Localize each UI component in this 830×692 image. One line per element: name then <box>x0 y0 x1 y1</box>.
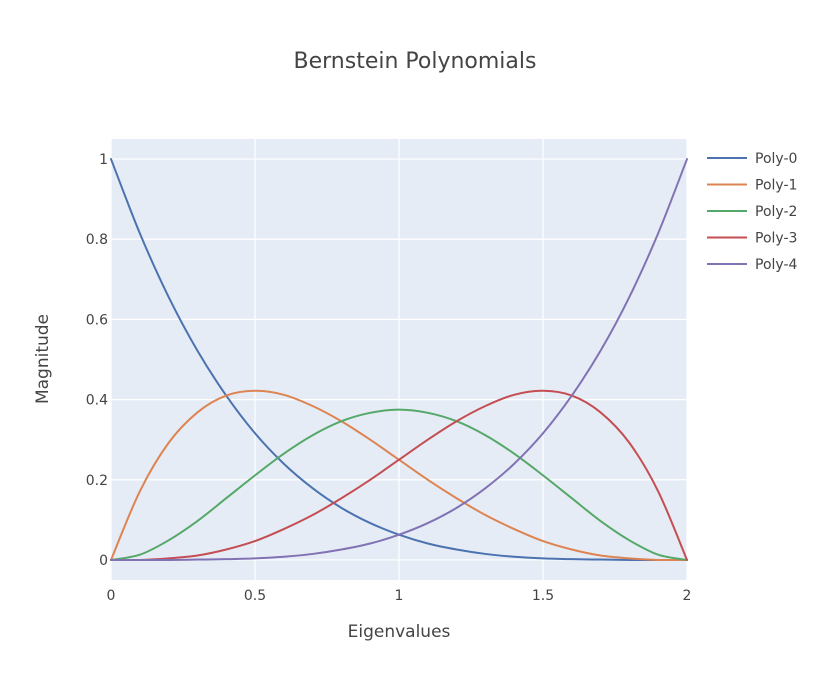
y-axis-title: Magnitude <box>33 314 53 404</box>
legend-label: Poly-2 <box>755 204 797 220</box>
legend-label: Poly-1 <box>755 178 797 194</box>
y-tick-label: 0.6 <box>86 312 108 328</box>
x-axis-title: Eigenvalues <box>348 622 451 642</box>
legend-label: Poly-4 <box>755 257 797 273</box>
series-line-poly-3 <box>110 389 688 562</box>
y-tick-label: 0.4 <box>86 393 108 409</box>
legend-item-poly-4[interactable]: Poly-4 <box>707 257 797 273</box>
legend-item-poly-1[interactable]: Poly-1 <box>707 178 797 194</box>
y-tick-label: 0.8 <box>86 232 108 248</box>
legend-item-poly-2[interactable]: Poly-2 <box>707 204 797 220</box>
chart-title: Bernstein Polynomials <box>294 49 537 74</box>
y-tick-label: 1 <box>99 152 108 168</box>
series-line-poly-4 <box>110 158 688 561</box>
x-tick-label: 1 <box>395 588 404 604</box>
legend-label: Poly-0 <box>755 151 797 167</box>
y-tick-label: 0 <box>99 553 108 569</box>
y-tick-label: 0.2 <box>86 473 108 489</box>
x-tick-label: 1.5 <box>532 588 554 604</box>
x-tick-label: 0 <box>107 588 116 604</box>
legend-label: Poly-3 <box>755 231 797 247</box>
series-line-poly-2 <box>110 408 688 561</box>
x-tick-label: 0.5 <box>244 588 266 604</box>
x-tick-label: 2 <box>683 588 692 604</box>
legend[interactable]: Poly-0 Poly-1 Poly-2 Poly-3 Poly-4 <box>707 151 797 273</box>
legend-item-poly-0[interactable]: Poly-0 <box>707 151 797 167</box>
legend-item-poly-3[interactable]: Poly-3 <box>707 231 797 247</box>
